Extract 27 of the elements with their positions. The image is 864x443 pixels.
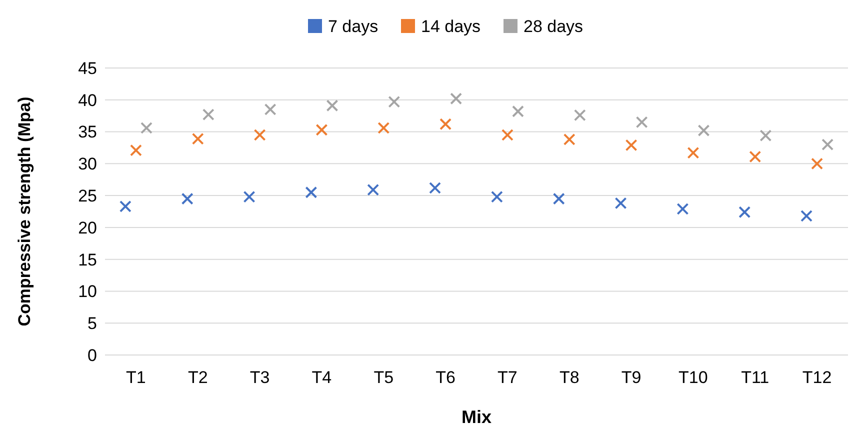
x-tick-label: T10 (678, 368, 708, 387)
y-tick-label: 15 (78, 250, 97, 270)
x-tick-label: T9 (621, 368, 642, 387)
x-tick-label: T7 (498, 368, 518, 387)
y-tick-label: 40 (78, 90, 97, 110)
y-tick-label: 5 (88, 314, 97, 334)
x-axis-title: Mix (461, 407, 492, 427)
legend-label: 14 days (421, 16, 481, 36)
y-tick-label: 25 (78, 186, 97, 206)
y-tick-label: 20 (78, 218, 97, 238)
x-tick-label: T4 (312, 368, 332, 387)
x-tick-label: T5 (374, 368, 394, 387)
y-tick-label: 45 (78, 58, 97, 78)
x-tick-label: T2 (188, 368, 208, 387)
legend-label: 7 days (328, 16, 378, 36)
x-tick-label: T6 (436, 368, 456, 387)
legend-label: 28 days (524, 16, 584, 36)
x-tick-label: T11 (741, 368, 770, 387)
y-tick-label: 0 (88, 346, 97, 365)
y-tick-label: 30 (78, 154, 97, 174)
y-tick-label: 10 (78, 282, 97, 302)
x-tick-label: T8 (559, 368, 580, 387)
x-tick-label: T3 (250, 368, 270, 387)
x-tick-label: T1 (126, 368, 146, 387)
x-tick-label: T12 (802, 368, 832, 387)
y-axis-title: Compressive strength (Mpa) (15, 96, 34, 326)
y-tick-label: 35 (78, 122, 97, 142)
